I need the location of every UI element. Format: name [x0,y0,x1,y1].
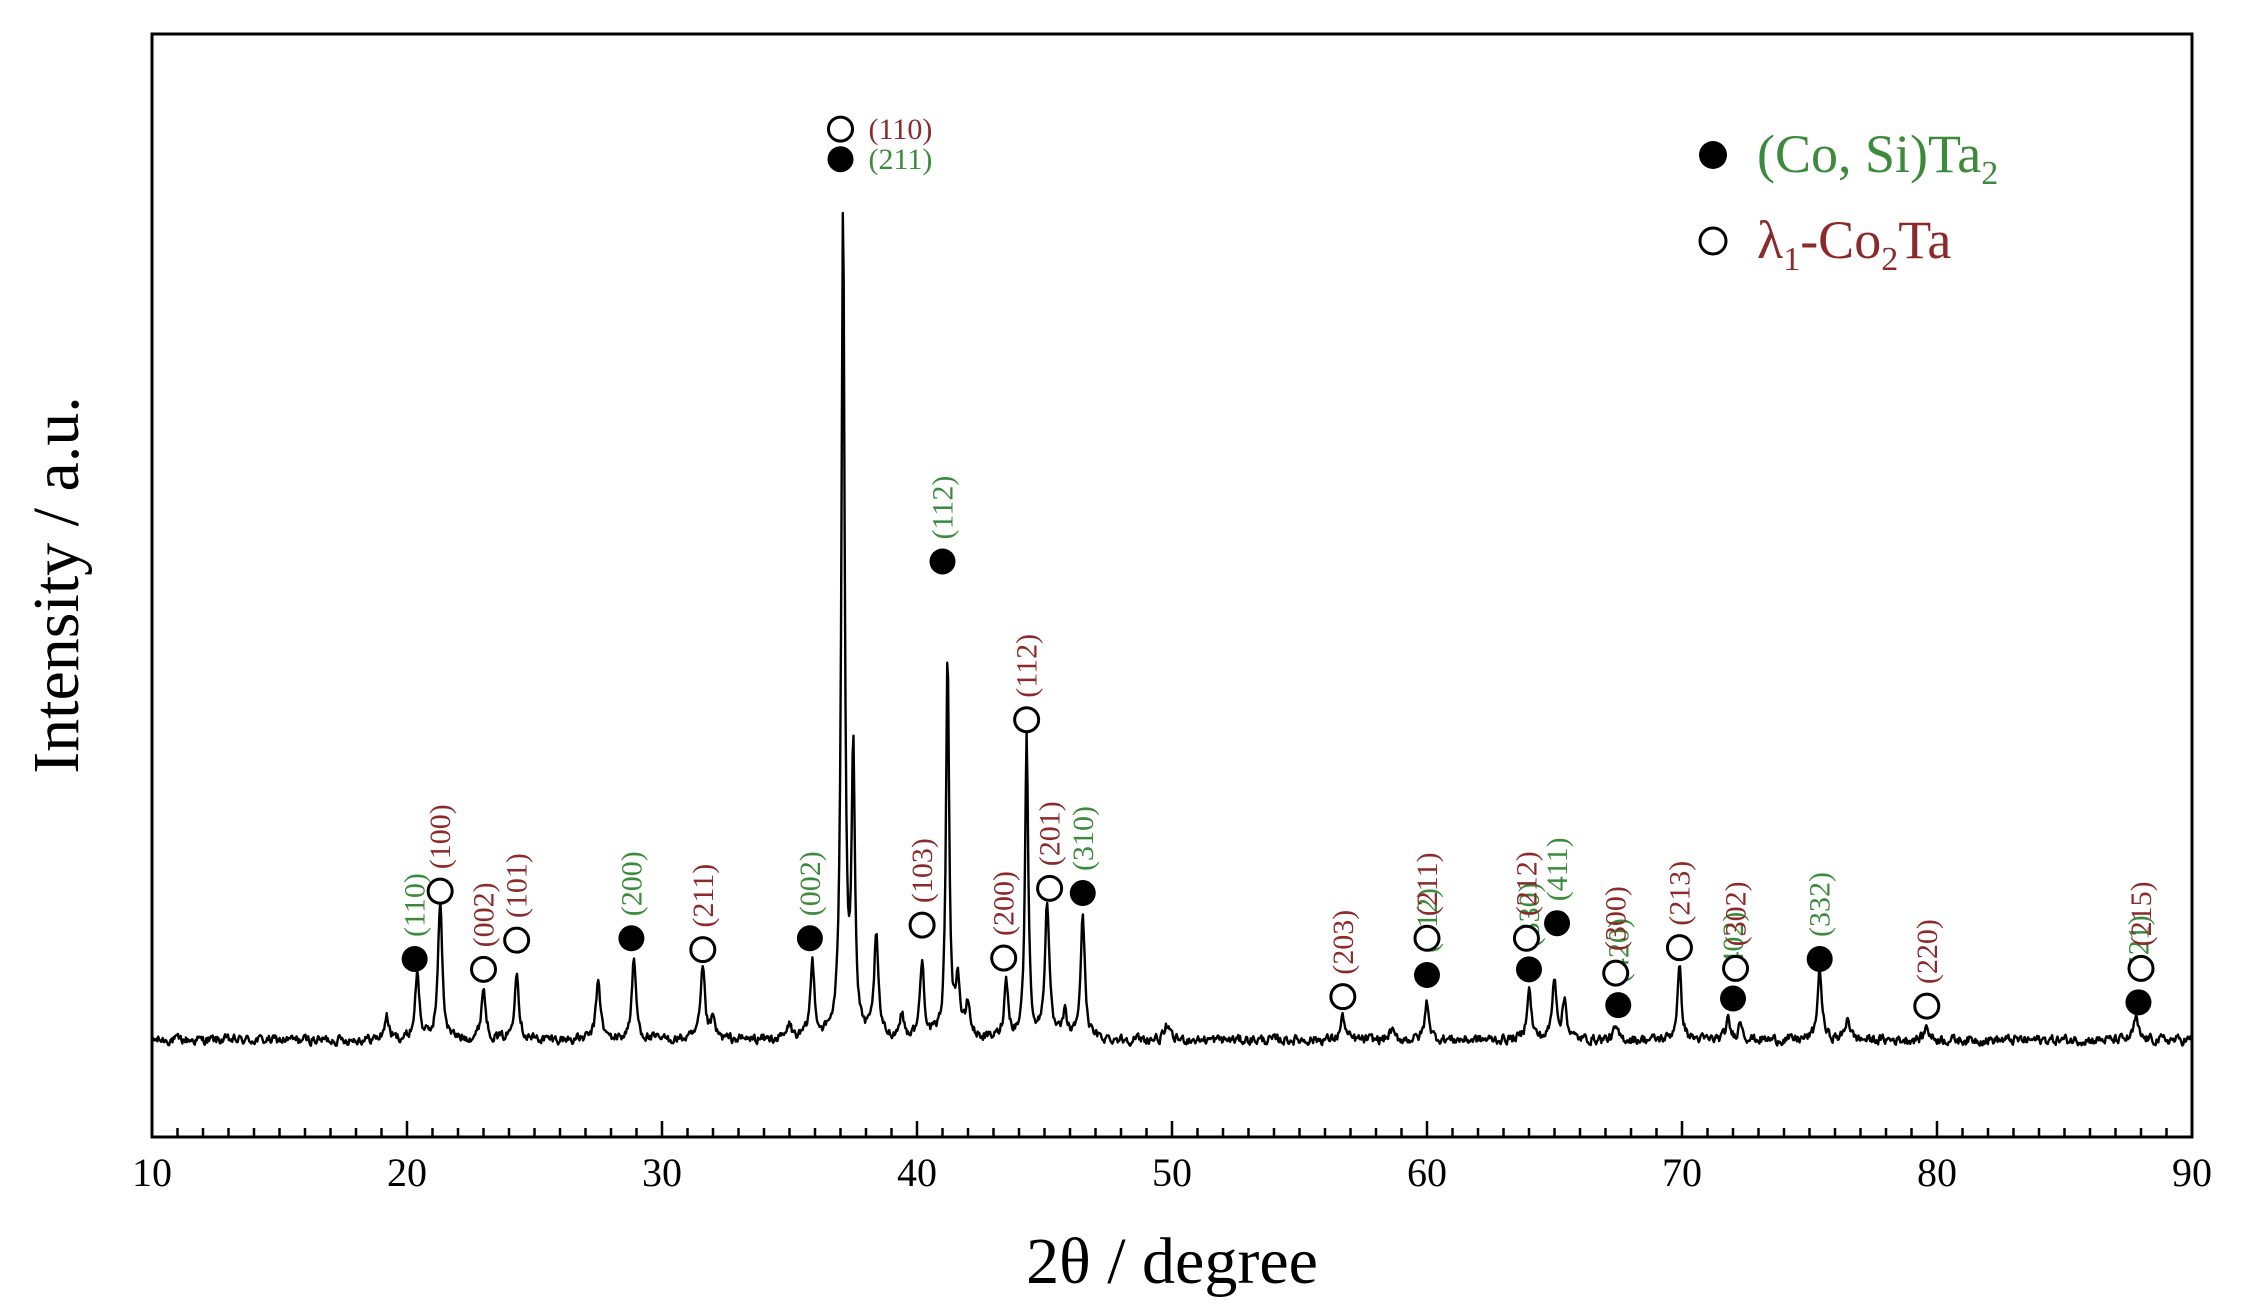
open-circle-marker [1602,959,1630,987]
filled-circle-marker [1414,962,1440,989]
peak-label: (103) [906,838,939,903]
legend-marker-filled-circle [1699,141,1727,169]
x-tick-label: 80 [1917,1150,1957,1195]
peak-label: (002) [794,851,827,916]
peak-label: (220) [1911,919,1944,984]
peak-label: (213) [1664,861,1697,926]
filled-circle-marker [1544,910,1571,937]
open-circle-marker [1329,983,1357,1011]
x-tick-label: 30 [642,1150,682,1195]
filled-circle-marker [401,945,428,972]
peak-label: (310) [1067,806,1100,871]
peak-label: (200) [615,851,648,916]
peak-label: (112) [1011,634,1044,698]
legend: (Co, Si)Ta2 λ1-Co2Ta [1698,124,1998,278]
x-axis-label: 2θ / degree [1026,1225,1318,1298]
open-circle-marker [1413,924,1441,952]
peak-label: (110) [399,873,432,937]
x-tick-label: 90 [2172,1150,2212,1195]
open-circle-marker [1512,924,1540,952]
x-tick-label: 20 [387,1150,427,1195]
filled-circle-marker [796,925,823,952]
open-circle-marker [1665,934,1693,962]
filled-circle-marker [1069,880,1096,907]
peak-label: (212) [1510,851,1543,916]
peak-label: (200) [988,871,1021,936]
open-circle-marker [908,911,936,939]
filled-circle-marker [1720,985,1746,1012]
plot-frame [150,32,2194,1139]
peak-label: (100) [424,804,457,869]
peak-label: (300) [1600,886,1633,951]
open-circle-marker [2127,954,2155,982]
x-tick-label: 10 [132,1150,172,1195]
open-circle-marker [470,955,497,983]
peak-label: (211) [687,864,720,928]
open-circle-marker [1913,992,1941,1020]
open-circle-marker [1036,874,1064,902]
peak-label: (211) [869,143,933,176]
peak-label: (332) [1804,872,1837,937]
peak-label: (215) [2125,881,2158,946]
open-circle-marker [990,944,1018,972]
peak-label: (002) [468,882,501,947]
x-tick-label: 60 [1407,1150,1447,1195]
open-circle-marker [426,877,454,905]
peak-label: (112) [927,476,960,540]
open-circle-marker [1013,706,1041,734]
peak-label: (101) [501,853,534,918]
filled-circle-marker [827,146,854,173]
x-tick-label: 70 [1662,1150,1702,1195]
filled-circle-marker [1605,992,1632,1019]
legend-marker-open-circle [1698,226,1728,256]
peak-label: (211) [1411,852,1444,916]
x-axis-ticks [150,1121,2194,1137]
open-circle-marker [827,115,854,143]
peak-label: (302) [1720,881,1753,946]
x-axis-tick-labels: 10 20 30 40 50 60 70 80 90 [132,1150,2212,1195]
open-circle-marker [1722,954,1750,982]
open-circle-marker [503,926,531,954]
peak-label: (411) [1541,837,1574,901]
peak-label: (201) [1034,801,1067,866]
x-tick-label: 40 [897,1150,937,1195]
x-tick-label: 50 [1152,1150,1192,1195]
peak-label: (203) [1327,910,1360,975]
legend-label-cosita2: (Co, Si)Ta2 [1757,124,1998,192]
peak-annotations: (110)(211)(110)(100)(002) (101) (200) (211)… [399,113,2158,1020]
filled-circle-marker [1806,945,1833,972]
filled-circle-marker [618,925,645,952]
filled-circle-marker [2125,989,2152,1016]
open-circle-marker [689,936,717,964]
y-axis-label: Intensity / a.u. [20,396,93,774]
xrd-pattern-line [150,211,2193,1047]
peak-label: (110) [869,113,933,146]
filled-circle-marker [929,548,956,575]
legend-label-co2ta: λ1-Co2Ta [1757,210,1951,278]
filled-circle-marker [1516,956,1542,983]
